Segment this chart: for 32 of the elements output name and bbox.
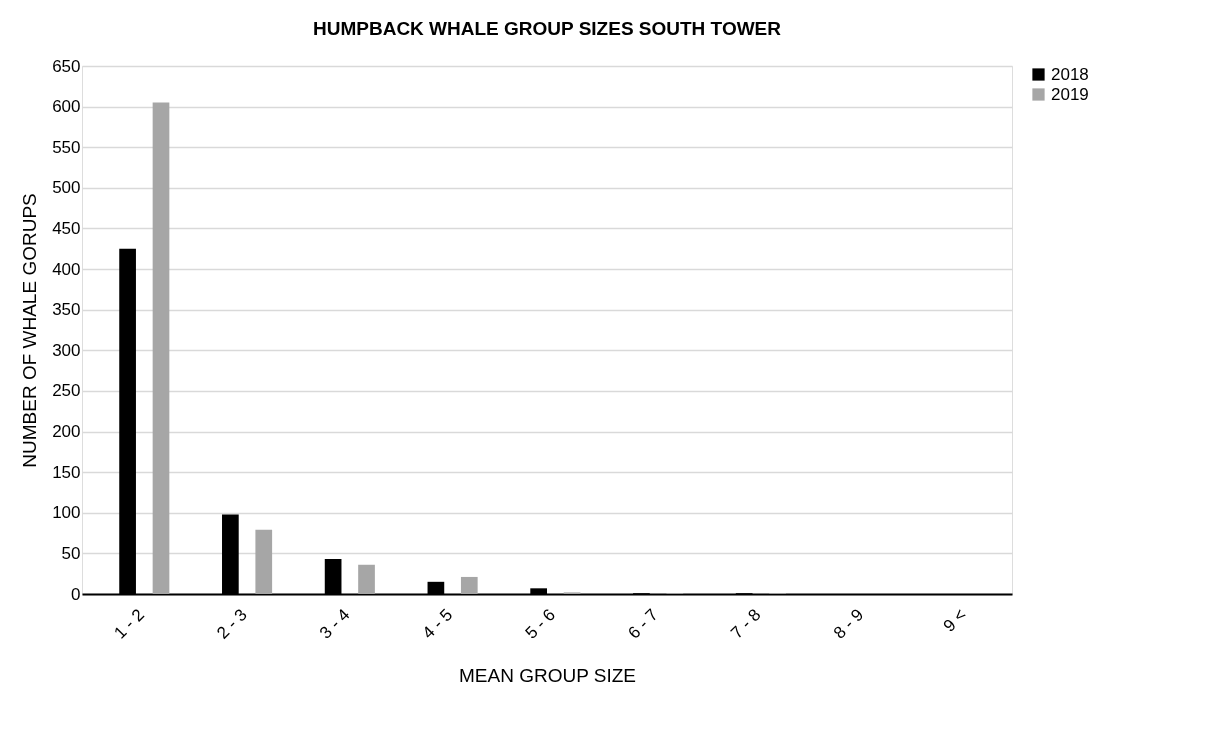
x-tick-label: 9 <: [939, 605, 971, 636]
bar: [460, 576, 478, 594]
x-tick-label: 7 - 8: [727, 605, 765, 643]
y-tick-label: 300: [52, 340, 81, 360]
x-tick-label: 2 - 3: [213, 605, 251, 643]
y-tick-label: 100: [52, 503, 81, 523]
chart-title: HUMPBACK WHALE GROUP SIZES SOUTH TOWER: [313, 18, 782, 39]
y-tick-label: 500: [52, 178, 81, 198]
legend-label: 2019: [1051, 84, 1089, 104]
y-tick-label: 250: [52, 381, 81, 401]
legend-label: 2018: [1051, 64, 1089, 84]
x-tick-label: 8 - 9: [829, 605, 868, 643]
x-tick-label: 1 - 2: [110, 605, 148, 643]
y-tick-label: 450: [52, 218, 81, 238]
x-tick-label: 4 - 5: [418, 605, 457, 643]
y-tick-label: 350: [52, 300, 81, 320]
x-tick-label: 5 - 6: [521, 605, 560, 643]
x-tick-label: 3 - 4: [316, 605, 354, 643]
bar: [358, 564, 375, 594]
bar: [152, 102, 170, 594]
y-tick-label: 550: [52, 137, 81, 157]
y-tick-label: 600: [52, 97, 81, 117]
y-tick-label: 50: [61, 543, 81, 563]
y-tick-label: 200: [52, 422, 81, 442]
x-tick-label: 6 - 7: [624, 605, 662, 643]
y-axis-title: NUMBER OF WHALE GORUPS: [19, 193, 41, 468]
bar: [255, 529, 273, 594]
x-axis-title: MEAN GROUP SIZE: [458, 664, 637, 686]
y-tick-label: 400: [52, 259, 81, 279]
y-tick-label: 650: [52, 56, 81, 76]
y-tick-label: 150: [52, 462, 81, 482]
y-tick-label: 0: [71, 584, 81, 604]
